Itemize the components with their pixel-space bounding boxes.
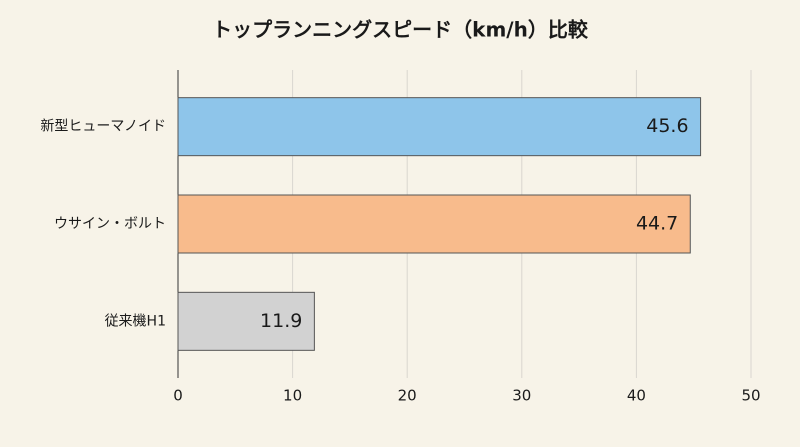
- x-tick-label: 20: [398, 387, 417, 405]
- bar: [177, 97, 702, 157]
- data-label: 44.7: [636, 213, 678, 235]
- y-tick-label: 従来機H1: [105, 313, 166, 329]
- x-tick-label: 40: [627, 387, 646, 405]
- bar: [177, 194, 691, 254]
- chart-title: トップランニングスピード（km/h）比較: [212, 18, 589, 42]
- data-label: 11.9: [260, 310, 302, 332]
- y-tick-label: ウサイン・ボルト: [54, 216, 166, 232]
- x-tick-label: 30: [512, 387, 531, 405]
- data-label: 45.6: [646, 115, 688, 137]
- x-tick-label: 0: [173, 387, 183, 405]
- bar: [177, 291, 315, 351]
- x-tick-label: 50: [741, 387, 760, 405]
- x-tick-label: 10: [283, 387, 302, 405]
- y-tick-label: 新型ヒューマノイド: [40, 119, 166, 135]
